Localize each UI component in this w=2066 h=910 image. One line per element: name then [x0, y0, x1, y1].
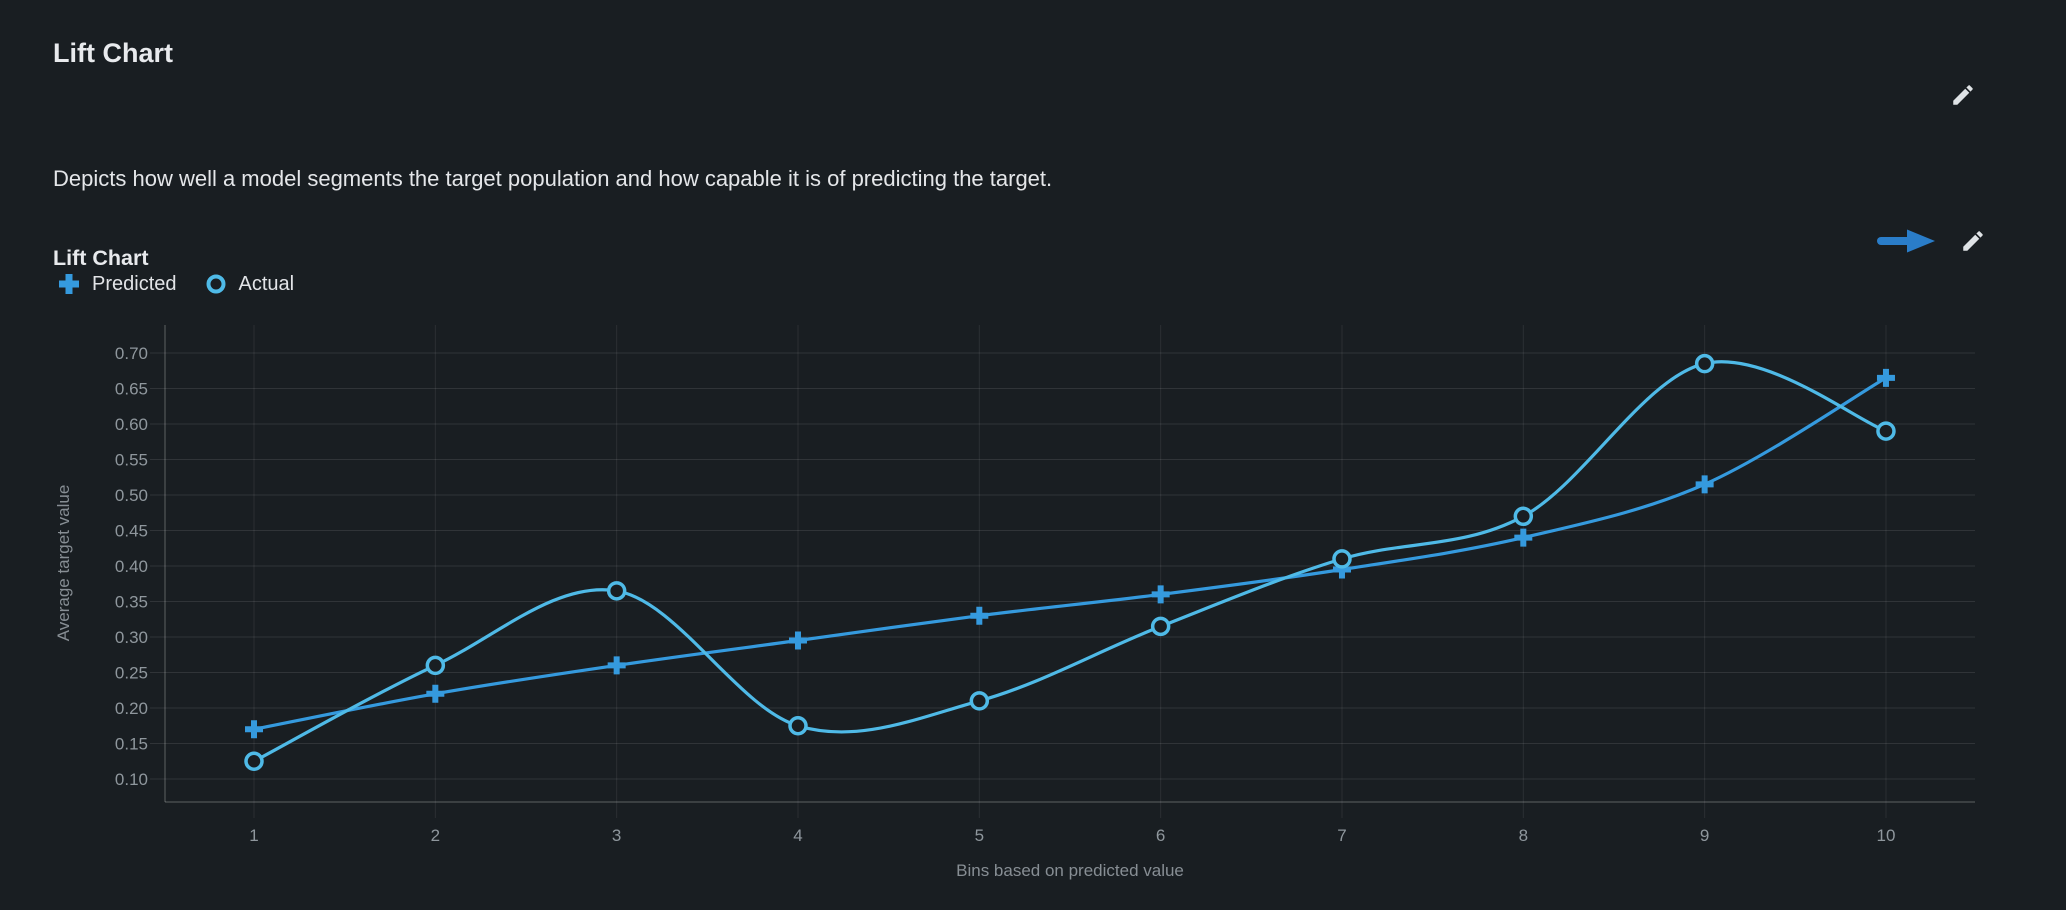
edit-insight-button[interactable]	[1950, 82, 1976, 108]
circle-marker	[1513, 506, 1534, 527]
svg-text:1: 1	[249, 826, 258, 845]
plus-marker	[970, 606, 989, 625]
series-line-predicted	[252, 376, 1888, 731]
svg-text:0.60: 0.60	[115, 415, 148, 434]
pencil-icon	[1953, 85, 1973, 105]
page-title: Lift Chart	[53, 38, 173, 69]
circle-marker	[606, 581, 627, 601]
svg-text:0.15: 0.15	[115, 735, 148, 754]
series-line-actual	[252, 360, 1888, 763]
svg-text:8: 8	[1519, 826, 1528, 845]
svg-text:10: 10	[1877, 826, 1896, 845]
chart-title: Lift Chart	[53, 245, 149, 270]
svg-text:0.70: 0.70	[115, 344, 148, 363]
svg-text:0.40: 0.40	[115, 557, 148, 576]
svg-text:0.50: 0.50	[115, 486, 148, 505]
lift-chart-plot[interactable]: 1 2 3 4 5 6 7 8 9 10 0.10 0.15 0.20 0.25 0.30 0.35 0.40 0…	[0, 318, 2066, 910]
open-chart-button[interactable]	[1876, 228, 1938, 254]
plus-marker	[1876, 368, 1895, 387]
circle-marker-icon	[206, 274, 225, 294]
plus-marker	[1695, 475, 1714, 494]
svg-text:0.20: 0.20	[115, 699, 148, 718]
pencil-icon	[1963, 231, 1983, 251]
circle-marker	[1876, 421, 1896, 441]
circle-marker	[1150, 616, 1171, 637]
svg-text:0.55: 0.55	[115, 451, 148, 470]
edit-chart-button[interactable]	[1960, 228, 1986, 254]
chart-actions	[1876, 228, 1986, 254]
circle-marker	[969, 691, 990, 711]
svg-text:0.10: 0.10	[115, 770, 148, 789]
svg-text:9: 9	[1700, 826, 1709, 845]
svg-text:0.25: 0.25	[115, 664, 148, 683]
svg-text:0.30: 0.30	[115, 628, 148, 647]
chart-legend: Predicted Actual	[58, 272, 294, 296]
circle-marker	[1332, 549, 1352, 569]
svg-text:6: 6	[1156, 826, 1165, 845]
legend-item-predicted[interactable]: Predicted	[58, 272, 177, 296]
svg-text:0.65: 0.65	[115, 380, 148, 399]
legend-label: Predicted	[92, 273, 177, 295]
legend-label: Actual	[238, 273, 295, 295]
x-axis-title: Bins based on predicted value	[956, 861, 1184, 880]
plus-marker	[1514, 528, 1533, 547]
plus-marker	[245, 720, 263, 739]
circle-marker	[425, 655, 446, 676]
circle-marker	[788, 716, 808, 736]
legend-item-actual[interactable]: Actual	[205, 272, 295, 296]
svg-text:4: 4	[793, 826, 802, 845]
circle-marker	[244, 751, 264, 771]
plus-marker	[426, 684, 445, 703]
svg-text:3: 3	[612, 826, 621, 845]
page-description: Depicts how well a model segments the ta…	[53, 166, 1053, 191]
svg-text:2: 2	[431, 826, 440, 845]
plus-marker	[607, 656, 626, 675]
svg-text:5: 5	[975, 826, 984, 845]
arrow-right-icon	[1877, 229, 1935, 253]
svg-text:7: 7	[1337, 826, 1346, 845]
plus-marker-icon	[59, 274, 79, 294]
plus-marker	[1332, 560, 1351, 579]
plus-marker	[1151, 585, 1170, 604]
circle-marker	[1694, 353, 1715, 374]
svg-text:0.35: 0.35	[115, 593, 148, 612]
svg-text:0.45: 0.45	[115, 522, 148, 541]
plus-marker	[788, 631, 807, 650]
